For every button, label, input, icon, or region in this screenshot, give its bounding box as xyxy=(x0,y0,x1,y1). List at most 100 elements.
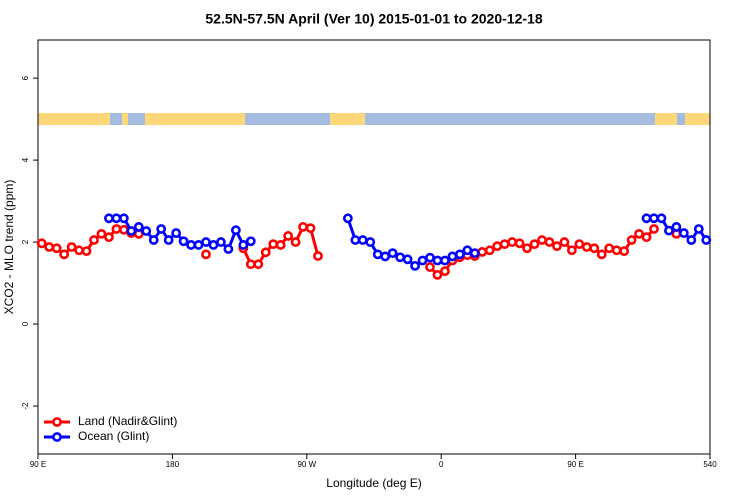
point xyxy=(298,222,308,232)
point xyxy=(96,228,107,239)
point xyxy=(365,237,376,247)
point xyxy=(402,254,413,265)
x-axis-label: Longitude (deg E) xyxy=(326,476,421,490)
point xyxy=(253,259,264,270)
point xyxy=(171,228,182,238)
point xyxy=(201,237,211,247)
y-tick-label: -2 xyxy=(21,402,30,410)
point xyxy=(126,226,137,236)
point xyxy=(619,246,630,256)
plot-frame xyxy=(37,39,711,455)
point xyxy=(410,260,420,271)
y-tick-label: 4 xyxy=(21,157,30,162)
point xyxy=(701,235,712,245)
point xyxy=(604,243,615,254)
point xyxy=(156,224,167,234)
point xyxy=(611,245,622,256)
point xyxy=(425,262,435,272)
point xyxy=(514,238,525,249)
point xyxy=(447,251,458,262)
point xyxy=(133,222,144,232)
point xyxy=(104,232,114,243)
point xyxy=(342,213,353,224)
point xyxy=(118,213,129,224)
y-tick-label: 2 xyxy=(21,239,30,244)
point xyxy=(507,237,518,247)
point xyxy=(305,223,316,234)
point xyxy=(89,235,99,245)
point xyxy=(245,259,256,270)
point xyxy=(208,240,219,250)
surface-band xyxy=(38,113,710,125)
point xyxy=(581,242,592,252)
point xyxy=(499,239,510,250)
legend-marker xyxy=(52,417,62,427)
point xyxy=(462,245,473,256)
x-tick-label: 90 W xyxy=(297,460,316,469)
x-tick-label: 90 E xyxy=(567,460,583,469)
point xyxy=(454,249,465,260)
point xyxy=(290,237,301,247)
legend-marker xyxy=(52,432,62,442)
point xyxy=(559,237,570,247)
point xyxy=(469,248,480,259)
point xyxy=(36,238,47,249)
point xyxy=(671,222,682,232)
point xyxy=(268,239,279,250)
point xyxy=(656,213,667,224)
point xyxy=(537,235,547,245)
point xyxy=(529,239,540,250)
point xyxy=(641,213,652,224)
point xyxy=(484,245,495,256)
point xyxy=(664,225,674,236)
point xyxy=(59,249,70,260)
point xyxy=(380,251,391,262)
point xyxy=(230,225,241,236)
point xyxy=(111,224,122,234)
point xyxy=(387,248,398,259)
point xyxy=(649,224,659,234)
point xyxy=(492,241,503,252)
x-tick-label: 0 xyxy=(439,460,444,469)
point xyxy=(313,251,323,261)
point xyxy=(283,231,294,241)
point xyxy=(589,243,600,254)
point xyxy=(574,239,585,250)
point xyxy=(372,249,383,260)
point xyxy=(686,235,697,245)
y-tick-label: 6 xyxy=(21,75,30,80)
y-tick-label: 0 xyxy=(21,321,30,326)
point xyxy=(693,224,704,234)
y-axis-label: XCO2 - MLO trend (ppm) xyxy=(2,180,16,315)
point xyxy=(440,266,450,277)
point xyxy=(44,242,55,252)
point xyxy=(104,213,114,224)
point xyxy=(395,252,406,263)
point xyxy=(641,232,652,243)
point xyxy=(566,245,577,256)
point xyxy=(118,224,129,235)
point xyxy=(66,242,77,252)
legend-label: Land (Nadir&Glint) xyxy=(78,414,177,428)
chart-title: 52.5N-57.5N April (Ver 10) 2015-01-01 to… xyxy=(205,11,542,27)
point xyxy=(81,246,92,256)
point xyxy=(417,255,428,266)
point xyxy=(432,269,443,280)
point xyxy=(223,244,234,254)
point xyxy=(522,243,532,254)
point xyxy=(649,213,659,224)
point xyxy=(440,255,450,266)
point xyxy=(141,226,152,236)
point xyxy=(148,235,159,245)
legend-label: Ocean (Glint) xyxy=(78,429,149,443)
point xyxy=(275,240,286,250)
point xyxy=(678,228,689,238)
point xyxy=(201,249,211,260)
point xyxy=(193,240,204,250)
point xyxy=(552,241,562,252)
point xyxy=(238,240,249,250)
point xyxy=(163,235,174,245)
point xyxy=(51,243,62,254)
point xyxy=(186,240,196,250)
